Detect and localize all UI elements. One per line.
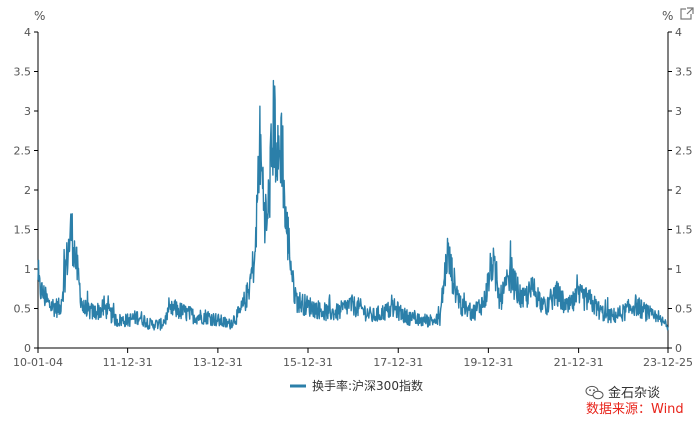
y-tick-label-right: 4 xyxy=(675,26,682,39)
y-tick-label-left: 3.5 xyxy=(14,66,32,79)
y-tick-label-left: 1.5 xyxy=(14,224,32,237)
right-unit-label: % xyxy=(662,9,673,23)
legend: 换手率:沪深300指数 xyxy=(290,378,423,393)
x-tick-label: 15-12-31 xyxy=(283,356,333,369)
series-layer xyxy=(37,79,669,331)
y-tick-label-left: 3 xyxy=(24,105,31,118)
y-tick-label-left: 2 xyxy=(24,184,31,197)
left-unit-label: % xyxy=(34,9,45,23)
y-tick-label-right: 0 xyxy=(675,342,682,355)
y-tick-label-left: 0.5 xyxy=(14,303,32,316)
y-tick-label-left: 0 xyxy=(24,342,31,355)
wechat-icon xyxy=(585,385,604,400)
y-tick-label-left: 2.5 xyxy=(14,145,32,158)
x-tick-label: 17-12-31 xyxy=(373,356,423,369)
x-tick-label: 11-12-31 xyxy=(103,356,153,369)
x-tick-label: 19-12-31 xyxy=(463,356,513,369)
y-tick-label-right: 1.5 xyxy=(675,224,693,237)
x-tick-label: 23-12-25 xyxy=(643,356,693,369)
x-axis: 10-01-04 11-12-31 13-12-31 15-12-31 17-12-31… xyxy=(13,347,693,369)
expand-button[interactable] xyxy=(680,7,694,20)
watermark-text: 金石杂谈 xyxy=(608,385,660,401)
y-axis-left: 0 0.5 1 1.5 2 2.5 3 3.5 4 xyxy=(14,26,39,355)
x-tick-label: 10-01-04 xyxy=(13,356,63,369)
y-tick-label-right: 2 xyxy=(675,184,682,197)
y-tick-label-right: 0.5 xyxy=(675,303,693,316)
y-tick-label-right: 2.5 xyxy=(675,145,693,158)
y-tick-label-right: 3 xyxy=(675,105,682,118)
y-tick-label-left: 1 xyxy=(24,263,31,276)
x-tick-label: 13-12-31 xyxy=(193,356,243,369)
y-axis-right: 0 0.5 1 1.5 2 2.5 3 3.5 4 xyxy=(667,26,693,355)
watermark: 金石杂谈 xyxy=(585,385,660,401)
data-source-text: 数据来源：Wind xyxy=(586,402,684,417)
y-tick-label-right: 1 xyxy=(675,263,682,276)
legend-label: 换手率:沪深300指数 xyxy=(312,378,423,393)
x-tick-label: 21-12-31 xyxy=(554,356,604,369)
y-tick-label-right: 3.5 xyxy=(675,66,693,79)
expand-icon xyxy=(680,7,694,20)
y-tick-label-left: 4 xyxy=(24,26,31,39)
series-line xyxy=(37,79,669,331)
